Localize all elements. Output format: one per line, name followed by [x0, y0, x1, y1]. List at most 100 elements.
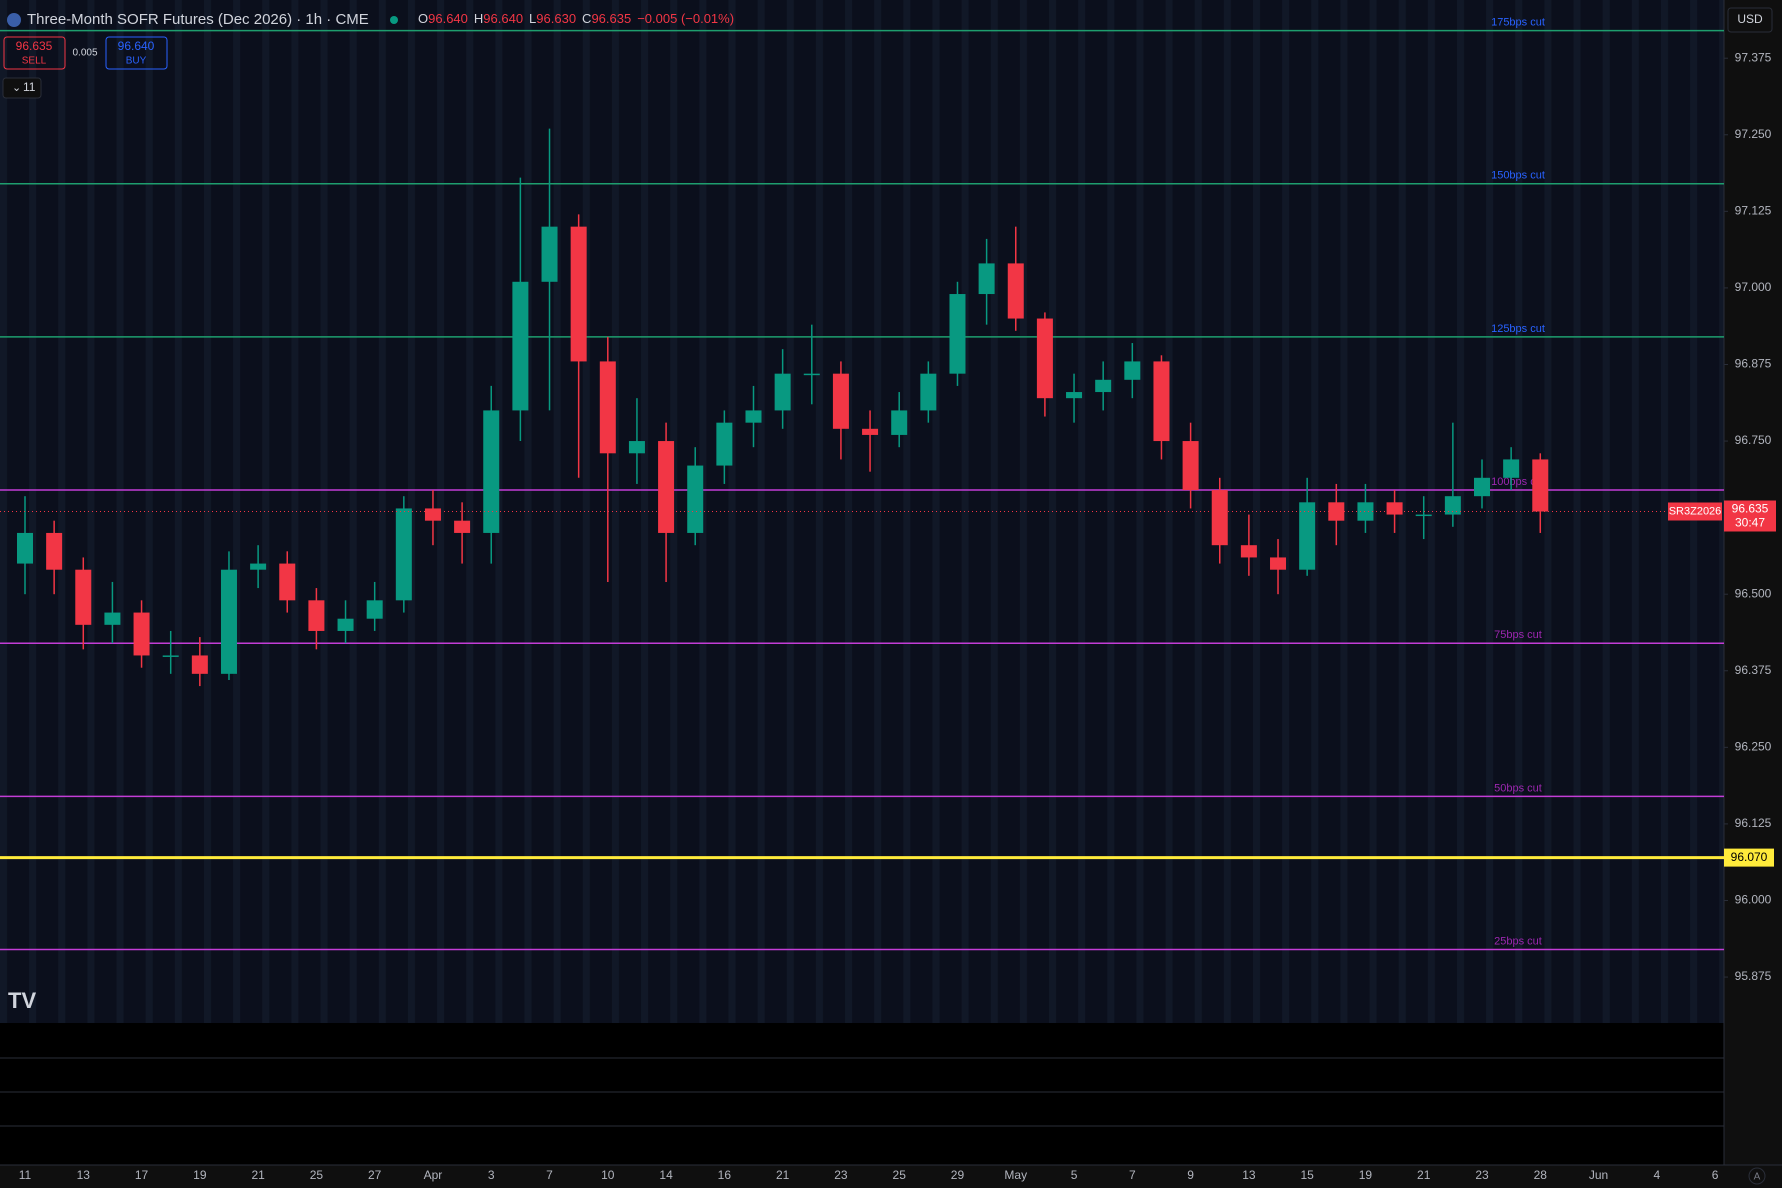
chevron[interactable]: ⌄ — [12, 82, 21, 94]
x-tick-label: 17 — [135, 1168, 149, 1182]
candle-body — [220, 569, 237, 674]
x-tick-label: 25 — [310, 1168, 324, 1182]
candle-body — [1357, 502, 1374, 521]
flag-icon — [7, 13, 21, 27]
lower-panes — [0, 1023, 1724, 1165]
ohlc: O96.640 H96.640 L96.630 C96.635 −0.005 (−0.0… — [418, 11, 734, 26]
x-tick-label: 7 — [546, 1168, 553, 1182]
ohlc-value: 96.640 — [428, 11, 468, 26]
candle-body — [1066, 392, 1083, 399]
candle-body — [1386, 502, 1403, 515]
candle-body — [395, 508, 412, 601]
candle-body — [628, 441, 645, 454]
sell-button[interactable] — [3, 36, 66, 70]
x-tick-label: Apr — [424, 1168, 443, 1182]
ohlc-key: H — [474, 11, 483, 26]
sell-price[interactable]: 96.635 — [16, 39, 53, 53]
candle-body — [920, 373, 937, 411]
x-tick-label: 19 — [193, 1168, 207, 1182]
candle-body — [75, 569, 92, 625]
x-tick-label: 21 — [776, 1168, 790, 1182]
ohlc-key: O — [418, 11, 428, 26]
x-tick-label: 21 — [251, 1168, 265, 1182]
currency-button[interactable] — [1727, 7, 1773, 33]
currency[interactable]: USD — [1737, 12, 1763, 26]
candle-body — [1211, 490, 1228, 546]
candle-body — [308, 600, 325, 631]
candle-body — [745, 410, 762, 423]
x-tick-label: 3 — [488, 1168, 495, 1182]
candle-body — [279, 563, 296, 601]
y-tick-label: 96.000 — [1735, 893, 1772, 907]
level-label: 175bps cut — [1491, 17, 1545, 29]
ohlc-value: 96.640 — [483, 11, 523, 26]
candle-body — [774, 373, 791, 411]
x-tick-label: 16 — [718, 1168, 732, 1182]
candle-body — [803, 373, 820, 376]
candle-body — [1270, 557, 1287, 570]
symbol-label: SR3Z2026 — [1669, 505, 1722, 517]
x-tick-label: 13 — [1242, 1168, 1256, 1182]
x-tick-label: 21 — [1417, 1168, 1431, 1182]
x-tick-label: 5 — [1071, 1168, 1078, 1182]
ohlc-key: C — [582, 11, 591, 26]
x-tick-label: Jun — [1589, 1168, 1608, 1182]
price-badge — [1724, 500, 1776, 532]
candle-body — [1474, 477, 1490, 497]
candle-body — [716, 422, 733, 466]
candle-body — [1095, 379, 1112, 393]
x-tick-label: 28 — [1534, 1168, 1548, 1182]
candle-body — [1007, 263, 1024, 319]
indicator-count[interactable]: 11 — [23, 80, 36, 94]
status-dot — [390, 16, 398, 24]
sell-label[interactable]: SELL — [22, 56, 47, 67]
level-label: 100bps cut — [1491, 476, 1545, 488]
x-tick-label: 11 — [19, 1168, 32, 1182]
y-tick-label: 97.250 — [1735, 127, 1772, 141]
x-tick-label: 14 — [659, 1168, 673, 1182]
candle-body — [250, 563, 267, 570]
price-label: 96.635 — [1732, 502, 1769, 516]
candle-body — [599, 361, 616, 454]
candle-body — [541, 226, 558, 282]
buy-label[interactable]: BUY — [126, 56, 147, 67]
y-tick-label: 96.375 — [1735, 663, 1772, 677]
y-tick-label: 96.750 — [1735, 433, 1772, 447]
level-label: 50bps cut — [1494, 782, 1542, 794]
candle-body — [1153, 361, 1170, 442]
x-tick-label: 9 — [1187, 1168, 1194, 1182]
candle-body — [1444, 496, 1461, 515]
symbol-badge — [1668, 502, 1722, 521]
candle-body — [454, 520, 471, 533]
change: −0.005 (−0.01%) — [637, 11, 734, 26]
indicator-toggle[interactable] — [2, 77, 42, 99]
buy-button[interactable] — [105, 36, 168, 70]
x-tick-label: 10 — [601, 1168, 615, 1182]
auto-label[interactable]: A — [1754, 1172, 1761, 1183]
candle-body — [17, 532, 33, 564]
x-tick-label: May — [1004, 1168, 1027, 1182]
x-tick-label: 19 — [1359, 1168, 1373, 1182]
candle-body — [1240, 545, 1257, 558]
candle-body — [658, 441, 675, 533]
candle-body — [949, 294, 966, 374]
y-tick-label: 97.375 — [1735, 50, 1772, 64]
candle-body — [512, 281, 529, 411]
x-tick-label: 29 — [951, 1168, 965, 1182]
candle-body — [366, 600, 383, 619]
x-tick-label: 4 — [1653, 1168, 1660, 1182]
y-tick-label: 96.500 — [1735, 586, 1772, 600]
candle-body — [1299, 502, 1316, 570]
level-label: 75bps cut — [1494, 629, 1542, 641]
candle-body — [1503, 459, 1520, 478]
candle-body — [862, 428, 879, 435]
candle-body — [1036, 318, 1053, 399]
alert-badge — [1724, 848, 1774, 867]
auto-button[interactable] — [1748, 1167, 1766, 1185]
candle-body — [1124, 361, 1141, 380]
countdown: 30:47 — [1735, 516, 1765, 530]
buy-price[interactable]: 96.640 — [118, 39, 155, 53]
plot-area — [0, 0, 1724, 1023]
